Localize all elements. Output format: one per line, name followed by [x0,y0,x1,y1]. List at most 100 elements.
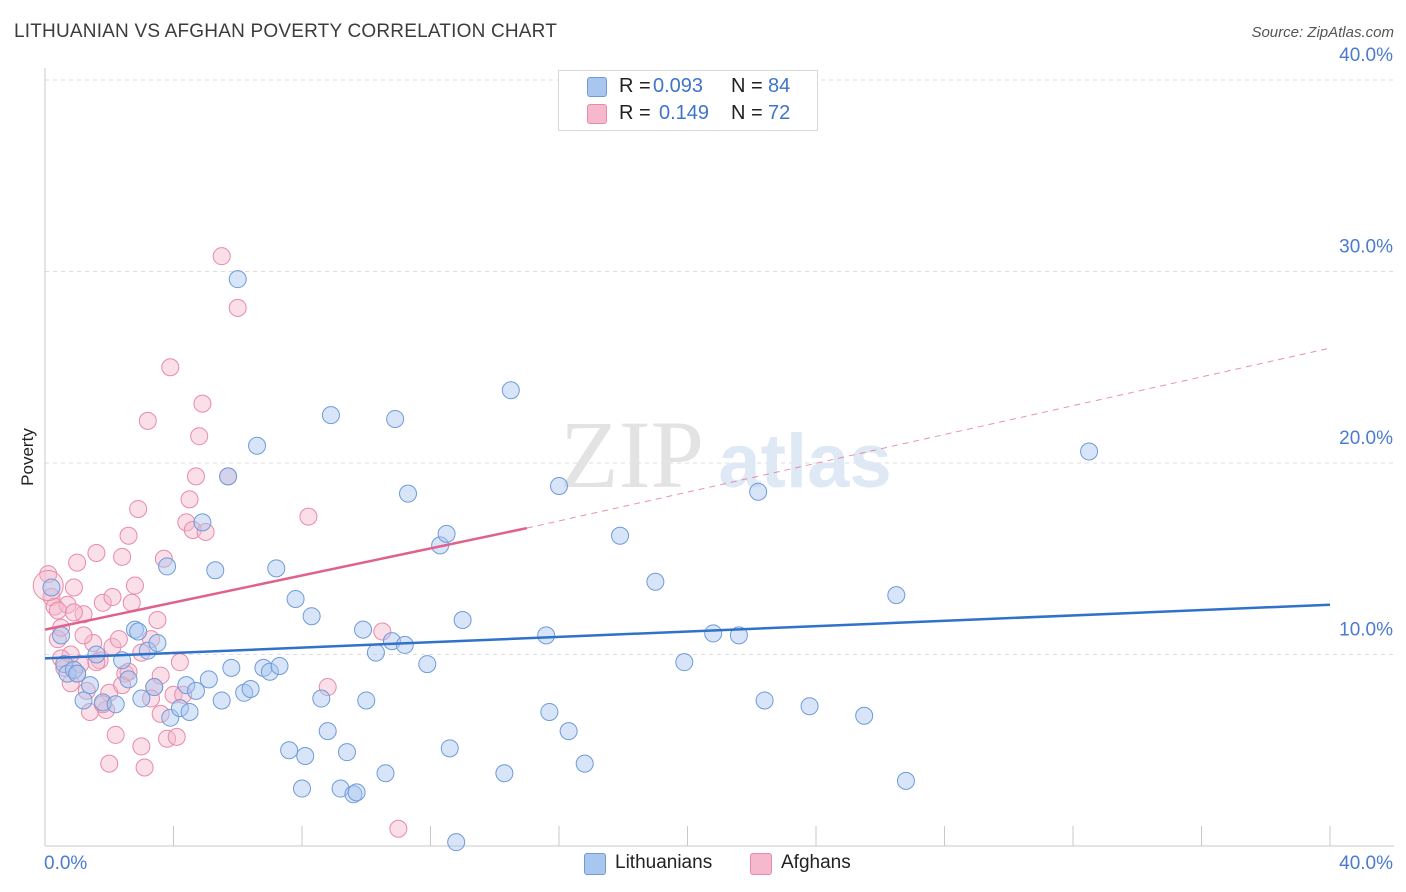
afghans-point [177,513,196,532]
afghans-point [87,653,106,672]
afghans-point [151,704,170,723]
lithuanians-points [42,270,1099,852]
afghans-point [103,588,122,607]
afghans-point [212,247,231,266]
lithuanians-point [399,484,418,503]
lithuanians-point [68,664,87,683]
lithuanians-point [366,643,385,662]
legend-swatch-lithuanians [584,853,606,875]
lithuanians-point [186,681,205,700]
lithuanians-point [222,658,241,677]
afghans-point [48,601,67,620]
watermark-zip: ZIP [560,401,704,508]
legend-swatch-lithuanians [587,77,607,97]
afghans-point [87,544,106,563]
legend-r-label: R = [619,75,651,97]
afghans-point [170,653,189,672]
chart-title: LITHUANIAN VS AFGHAN POVERTY CORRELATION… [14,21,558,42]
legend-n-label: N = [731,75,763,97]
afghans-point [129,499,148,518]
afghans-point [64,603,83,622]
afghans-point [138,411,157,430]
afghans-point [148,611,167,630]
watermark-atlas: atlas [718,419,891,504]
lithuanians-point [440,739,459,758]
lithuanians-point [321,406,340,425]
lithuanians-point [193,513,212,532]
afghans-point [135,758,154,777]
lithuanians-point [437,524,456,543]
afghans-point [151,666,170,685]
afghans-trend-extension [526,347,1331,529]
afghans-point [186,467,205,486]
lithuanians-point [302,607,321,626]
afghans-point [93,593,112,612]
watermark: ZIP atlas [560,401,892,508]
lithuanians-point [80,676,99,695]
afghans-point [84,634,103,653]
lithuanians-point [704,624,723,643]
lithuanians-point [453,611,472,630]
lithuanians-point [357,691,376,710]
lithuanians-point [896,771,915,790]
lithuanians-point [180,702,199,721]
lithuanians-point [559,722,578,741]
lithuanians-point [337,743,356,762]
lithuanians-point [495,764,514,783]
afghans-point [39,565,58,584]
lithuanians-point [270,656,289,675]
afghans-point [299,507,318,526]
lithuanians-point [129,622,148,641]
lithuanians-point [106,695,125,714]
lithuanians-point [293,779,311,798]
lithuanians-point [675,653,694,672]
lithuanians-point [540,702,559,721]
legend-label-lithuanians: Lithuanians [615,852,713,873]
afghans-point [64,578,83,597]
afghans-point [58,595,77,614]
lithuanians-point [1080,442,1099,461]
lithuanians-point [267,559,286,578]
legend-n-label: N = [731,102,763,124]
lithuanians-point [280,741,299,760]
lithuanians-point [501,381,520,400]
afghans-point [109,630,128,649]
legend-n-value: 72 [768,102,791,124]
lithuanians-point [376,764,395,783]
afghans-point [116,664,135,683]
lithuanians-point [158,557,177,576]
lithuanians-point [212,691,231,710]
afghans-point [119,662,138,681]
legend-r-value: 0.093 [653,75,704,97]
afghans-point [190,427,209,446]
lithuanians-point [125,620,144,639]
lithuanians-point [74,691,93,710]
lithuanians-point [170,699,189,718]
lithuanians-point [161,708,180,727]
trend-lines [44,347,1331,660]
lithuanians-point [646,572,665,591]
x-tick-label: 0.0% [44,853,87,874]
lithuanians-point [755,691,774,710]
y-tick-label: 40.0% [1339,45,1393,66]
afghans-point [68,553,87,572]
lithuanians-point [286,589,305,608]
lithuanians-point [344,785,363,804]
lithuanians-point [887,586,906,605]
correlation-legend: R = 0.093 N = 84 R = 0.149 N = 72 [558,70,818,131]
lithuanians-point [386,409,405,428]
lithuanians-point [729,626,748,645]
afghans-point [132,643,151,662]
lithuanians-point [550,476,568,495]
lithuanians-point [42,578,61,597]
lithuanians-point [241,679,260,698]
y-tick-label: 20.0% [1339,428,1393,449]
y-axis-label: Poverty [18,428,37,486]
afghans-point [100,754,119,773]
afghans-point [125,576,144,595]
afghans-point [167,727,186,746]
lithuanians-point [418,655,437,674]
lithuanians-point [145,678,164,697]
lithuanians-trend-line [44,603,1331,660]
